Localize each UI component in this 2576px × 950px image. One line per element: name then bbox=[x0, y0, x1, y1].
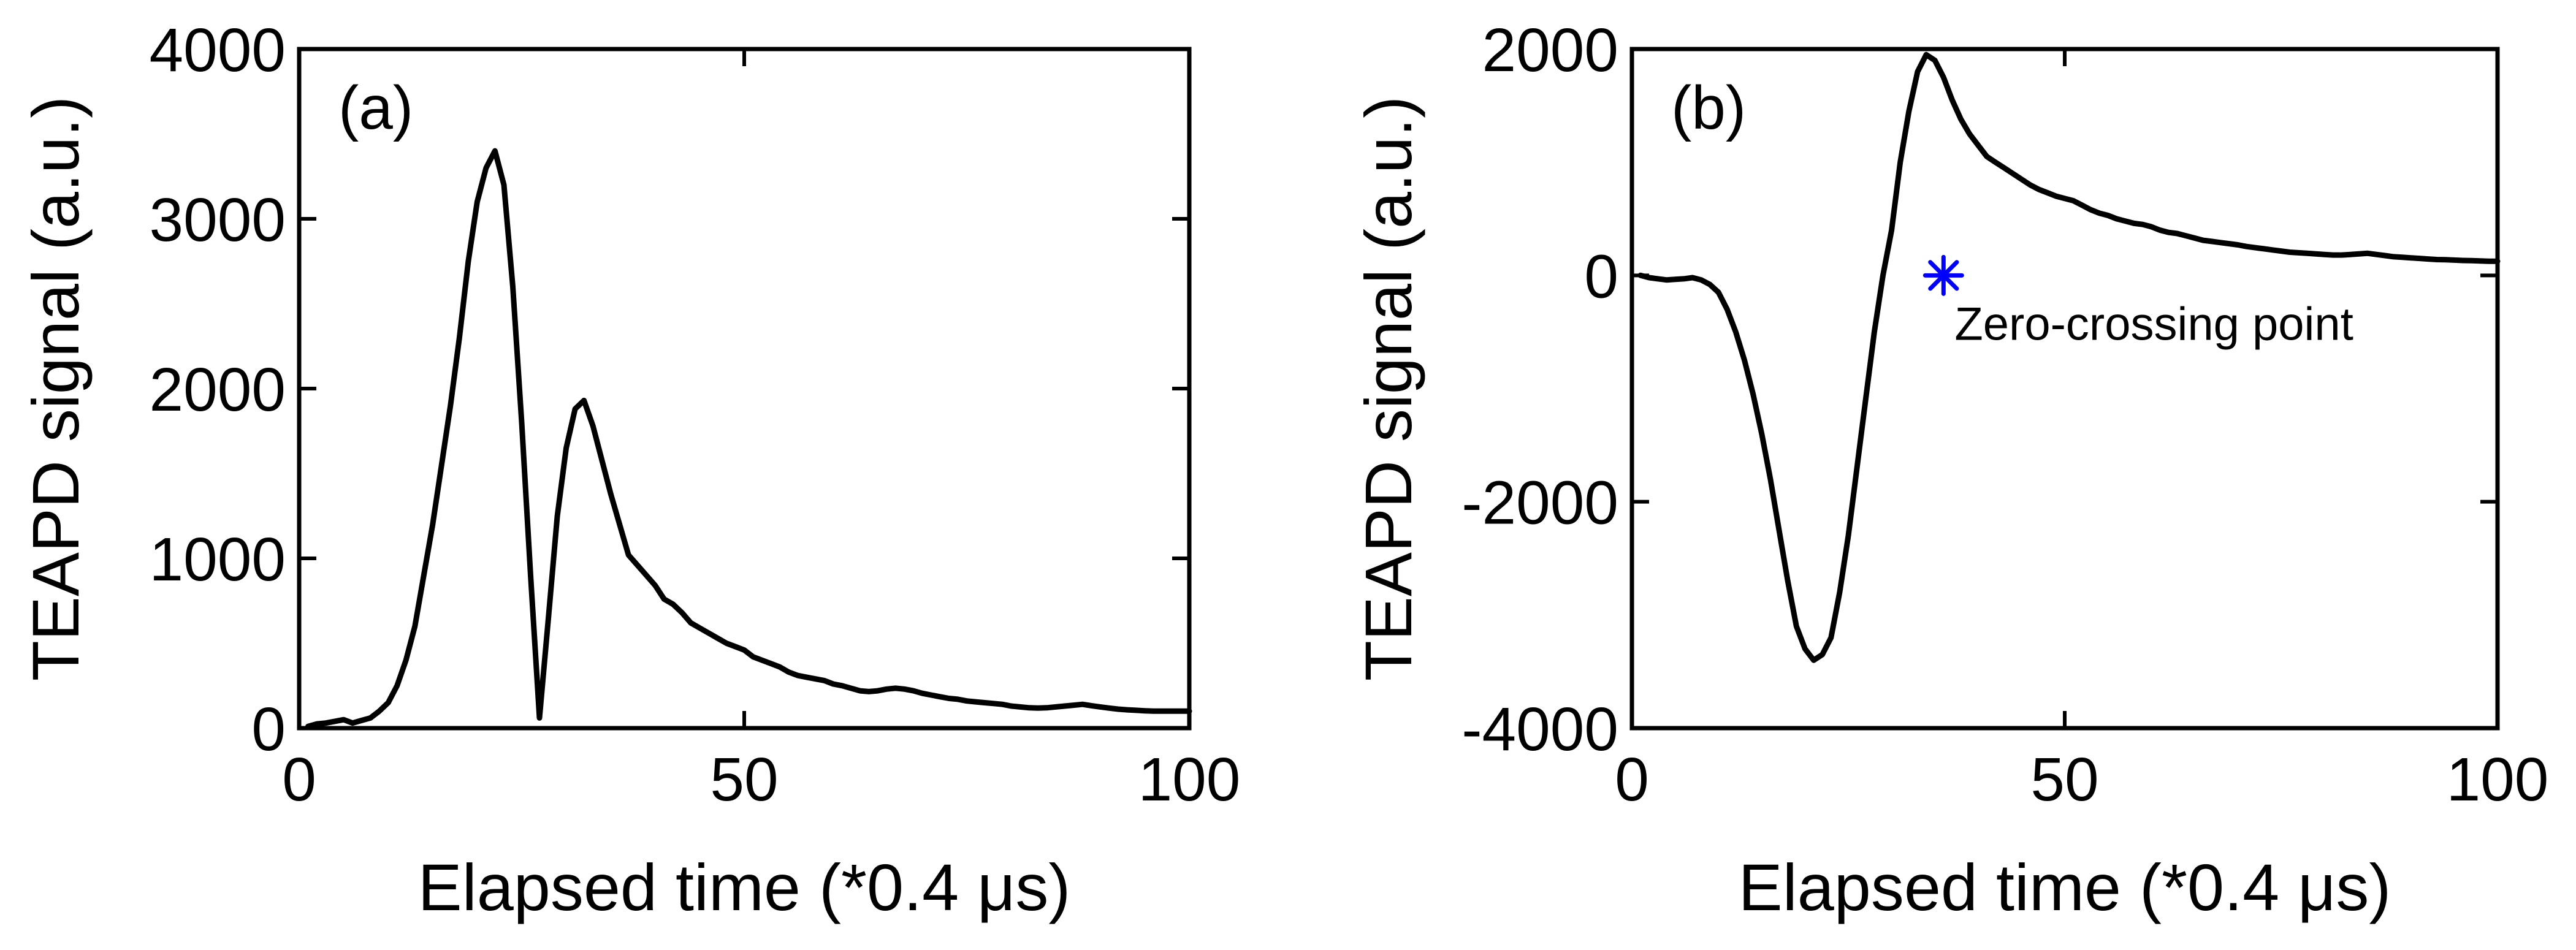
panel-a-y-axis-label: TEAPD signal (a.u.) bbox=[18, 96, 93, 681]
panel-a-series-line bbox=[305, 148, 1192, 729]
panel-b-x-tick-label: 100 bbox=[2447, 745, 2549, 814]
panel-b-y-tick-label: -4000 bbox=[1461, 695, 1618, 764]
panel-b-y-tick-label: 0 bbox=[1584, 242, 1618, 311]
panel-a-y-tick-label: 1000 bbox=[150, 525, 286, 594]
zero-crossing-marker bbox=[1922, 254, 1964, 296]
panel-a-y-tick-label: 3000 bbox=[150, 186, 286, 254]
asterisk-marker-stroke bbox=[1928, 260, 1959, 291]
panel-b-y-tick-label: 2000 bbox=[1482, 16, 1618, 85]
panel-a-x-tick-label: 100 bbox=[1138, 745, 1241, 814]
panel-b-x-tick-label: 0 bbox=[1615, 745, 1649, 814]
panel-b-x-axis-label: Elapsed time (*0.4 μs) bbox=[1739, 850, 2391, 924]
panel-a-label: (a) bbox=[338, 74, 413, 142]
panel-a-y-tick-label: 2000 bbox=[150, 355, 286, 424]
panel-b-y-tick-label: -2000 bbox=[1461, 469, 1618, 538]
panel-b-ticks bbox=[1630, 47, 2499, 730]
panel-b-tick-labels: 0 50 100 -4000 -2000 0 2000 bbox=[1461, 16, 2548, 814]
panel-a-ticks bbox=[297, 47, 1191, 730]
panel-a-frame bbox=[297, 47, 1192, 731]
zero-crossing-annotation: Zero-crossing point bbox=[1954, 298, 2353, 350]
panel-b-series-line bbox=[1637, 51, 2501, 663]
panel-b-x-tick-label: 50 bbox=[2030, 745, 2098, 814]
panel-a-x-axis-label: Elapsed time (*0.4 μs) bbox=[418, 850, 1071, 924]
chart-panel-b: Zero-crossing point 0 50 100 -4000 -2000 0 200… bbox=[1351, 16, 2548, 924]
panel-a-x-tick-label: 0 bbox=[282, 745, 316, 814]
panel-a-y-tick-label: 0 bbox=[251, 695, 286, 764]
panel-a-y-tick-label: 4000 bbox=[150, 16, 286, 85]
panel-b-frame bbox=[1629, 47, 2500, 731]
panel-b-y-axis-label: TEAPD signal (a.u.) bbox=[1351, 96, 1425, 681]
panel-a-x-tick-label: 50 bbox=[710, 745, 778, 814]
panel-b-label: (b) bbox=[1671, 74, 1746, 142]
